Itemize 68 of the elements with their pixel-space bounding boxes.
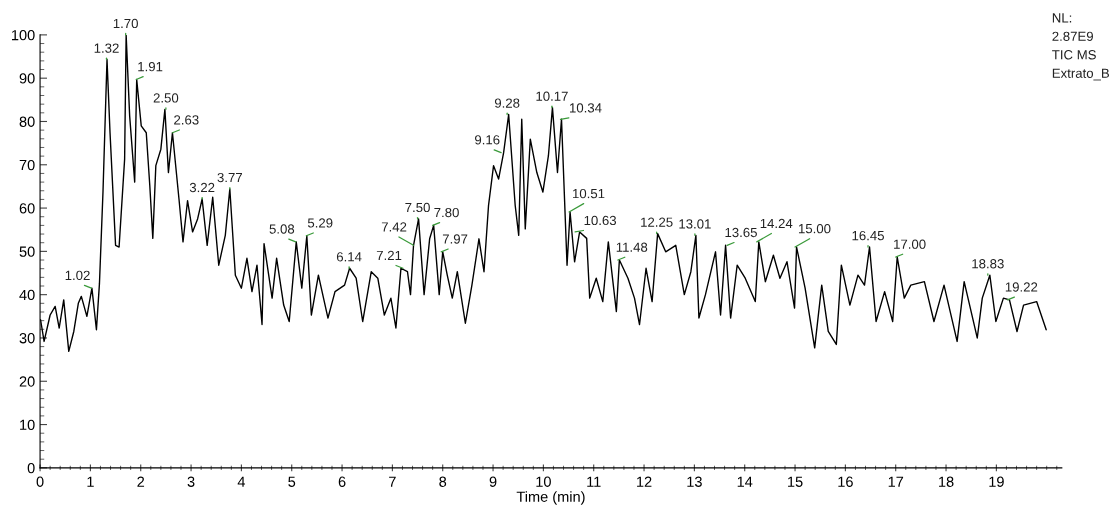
x-tick-label: 4	[237, 476, 246, 487]
annotation: 13.65	[725, 227, 757, 238]
annotation: 2.87E9	[1052, 31, 1093, 41]
annotation: 12.25	[641, 217, 673, 227]
annotation: 7.42	[381, 222, 407, 232]
annotation: 19.22	[1005, 282, 1038, 292]
y-tick-label: 70	[19, 159, 35, 171]
annotation: 2.63	[174, 115, 199, 125]
x-tick-label: 19	[989, 476, 1004, 487]
x-tick-label: 1	[87, 476, 94, 487]
x-tick-label: 18	[939, 476, 954, 487]
x-tick-label: 11	[587, 476, 601, 487]
x-axis-title: Time (min)	[516, 491, 585, 505]
annotation: 5.29	[307, 218, 333, 228]
x-tick-label: 15	[788, 476, 803, 487]
annotation: 2.50	[153, 93, 179, 103]
x-tick-label: 16	[838, 476, 853, 487]
annotation: 6.14	[336, 252, 362, 262]
annotation: 7.80	[434, 207, 459, 218]
annotation: 5.08	[269, 224, 295, 234]
x-tick-label: 10	[536, 476, 551, 487]
annotation: 13.01	[679, 219, 711, 229]
x-tick-label: 2	[137, 476, 145, 487]
annotation: 11.48	[616, 242, 648, 252]
annotation: 10.34	[570, 103, 602, 113]
y-tick-label: 20	[19, 376, 35, 387]
annotation: 10.51	[573, 188, 605, 199]
y-tick-label: 90	[19, 73, 35, 84]
annotation: 15.00	[798, 223, 831, 234]
x-tick-label: 3	[187, 476, 195, 487]
annotation: TIC MS	[1052, 50, 1096, 60]
x-tick-label: 7	[389, 476, 396, 487]
annotation: 18.83	[972, 259, 1004, 269]
annotation: 1.02	[65, 270, 90, 281]
annotation: 1.91	[138, 61, 163, 72]
x-tick-label: 14	[737, 476, 753, 487]
annotation: 7.50	[405, 202, 430, 213]
y-tick-label: 80	[19, 116, 35, 127]
y-tick-label: 60	[19, 203, 35, 214]
annotation: 1.70	[113, 18, 138, 29]
x-tick-label: 5	[288, 476, 296, 487]
annotation: 3.77	[217, 172, 242, 183]
y-tick-label: 30	[19, 333, 35, 344]
x-tick-label: 13	[687, 476, 702, 487]
x-tick-label: 8	[439, 476, 447, 487]
annotation: Extrato_B	[1052, 68, 1110, 81]
x-tick-label: 12	[637, 476, 652, 487]
x-tick-label: 0	[36, 476, 44, 487]
annotation: 9.28	[494, 98, 520, 108]
text: NL:	[1052, 13, 1072, 23]
annotation: 14.24	[760, 218, 793, 228]
y-tick-label: 100	[11, 29, 35, 41]
annotation: 7.21	[376, 250, 402, 260]
x-tick-label: 6	[338, 476, 346, 487]
x-tick-label: 17	[888, 476, 904, 487]
annotation: 7.97	[442, 234, 468, 244]
x-tick-label: 9	[489, 476, 497, 487]
y-tick-label: 0	[27, 462, 35, 474]
annotation: 9.16	[475, 135, 500, 145]
y-tick-label: 10	[20, 419, 35, 430]
annotation: 16.45	[852, 230, 884, 241]
annotation: 1.32	[94, 43, 119, 53]
annotation: 10.17	[536, 91, 568, 101]
y-tick-label: 50	[19, 246, 35, 257]
y-tick-label: 40	[19, 289, 35, 301]
annotation: 17.00	[894, 239, 926, 249]
annotation: 10.63	[584, 215, 617, 226]
annotation: 3.22	[189, 182, 215, 193]
